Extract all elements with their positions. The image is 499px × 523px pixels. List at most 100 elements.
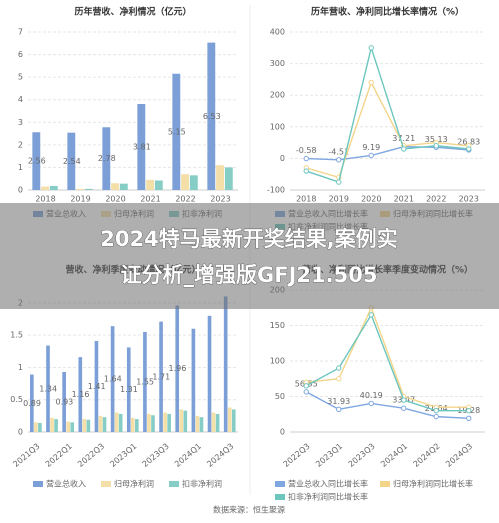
y-tick-label: 300: [270, 59, 285, 68]
legend-label: 归母净利润: [114, 479, 154, 489]
marker: [336, 179, 342, 185]
bar: [41, 186, 49, 190]
bar: [66, 421, 70, 432]
x-tick-label: 2023: [210, 195, 230, 204]
bar: [119, 183, 128, 190]
bar: [54, 419, 58, 432]
bar: [78, 357, 83, 432]
marker: [336, 376, 342, 382]
marker: [433, 143, 439, 149]
data-label: 6.53: [203, 112, 221, 121]
bar: [151, 415, 155, 432]
marker: [368, 312, 374, 318]
y-tick-label: 4: [18, 95, 23, 104]
bar: [84, 188, 93, 190]
bar: [102, 127, 111, 190]
y-tick-label: 3: [18, 118, 23, 127]
data-label: 1.96: [169, 364, 187, 373]
banner-line-1: 2024特马最新开奖结果,案例实: [100, 227, 397, 251]
bar: [135, 419, 139, 432]
legend-swatch: [169, 481, 179, 487]
bar: [137, 104, 146, 190]
y-tick-label: 150: [270, 321, 285, 330]
x-tick-label: 2021: [394, 195, 414, 204]
bar: [175, 305, 180, 432]
marker: [336, 365, 342, 371]
line: [306, 305, 469, 408]
data-label: 1.71: [152, 372, 170, 381]
legend-swatch: [380, 481, 390, 487]
marker: [401, 397, 407, 403]
bar: [82, 419, 87, 432]
legend-label: 营业总收入: [46, 479, 86, 489]
bar: [110, 326, 115, 432]
data-label: 2.78: [98, 154, 116, 163]
data-label: 35.13: [425, 135, 448, 144]
data-label: -0.58: [296, 146, 317, 155]
bar: [62, 371, 66, 432]
bar: [172, 73, 181, 190]
legend-label: 扣非净利润同比增长率: [288, 492, 368, 502]
marker: [368, 400, 374, 407]
bar: [147, 413, 151, 432]
marker: [433, 408, 439, 414]
y-tick-label: 1.5: [10, 331, 23, 340]
bar: [126, 347, 131, 432]
bar: [130, 417, 135, 432]
y-tick-label: 0: [18, 186, 23, 195]
bar: [167, 413, 171, 432]
marker: [336, 406, 342, 413]
x-tick-label: 2019: [70, 195, 90, 204]
y-tick-label: 400: [270, 28, 285, 37]
bar: [211, 412, 216, 432]
bar: [183, 410, 188, 432]
marker: [303, 383, 309, 389]
marker: [401, 405, 407, 411]
bar: [98, 415, 103, 432]
data-label: 0.89: [23, 399, 41, 408]
data-label: 1.41: [88, 382, 106, 391]
bar: [224, 167, 233, 190]
source: 数据来源：恒生聚源: [213, 505, 285, 515]
bar: [111, 183, 119, 190]
marker: [303, 389, 309, 395]
bar: [38, 422, 42, 432]
x-tick-label: 2018: [296, 195, 316, 204]
line: [306, 80, 469, 179]
marker: [401, 146, 407, 152]
x-tick-label: 2022: [426, 195, 446, 204]
marker: [336, 157, 342, 163]
legend-swatch: [33, 481, 43, 487]
data-label: 0.93: [55, 397, 73, 406]
line: [306, 145, 469, 161]
bar: [114, 412, 119, 432]
x-tick-label: 2023: [459, 195, 479, 204]
y-tick-label: 100: [270, 122, 285, 131]
data-label: 1.55: [136, 377, 154, 386]
y-tick-label: 50: [275, 392, 285, 401]
legend-swatch: [275, 481, 285, 487]
marker: [466, 408, 472, 414]
legend-label: 扣非净利润: [182, 479, 222, 489]
bar: [189, 175, 198, 190]
bar: [215, 413, 220, 432]
x-tick-label: 2018: [35, 195, 55, 204]
legend-label: 归母净利润同比增长率: [393, 479, 473, 489]
x-tick-label: 2020: [361, 195, 381, 204]
data-label: 3.81: [133, 143, 151, 152]
bar: [191, 328, 196, 432]
bar: [67, 132, 76, 190]
line: [306, 45, 469, 184]
y-tick-label: 6: [18, 50, 23, 59]
bar: [76, 188, 84, 190]
marker: [368, 45, 374, 51]
bar: [207, 42, 216, 191]
legend-label: 营业总收入同比增长率: [288, 479, 368, 489]
chart-title: 历年营收、净利同比增长率情况（%）: [311, 6, 464, 18]
bar: [102, 417, 107, 432]
banner-line-2: 证分析_增强版GFJ21.505: [121, 263, 378, 287]
bar: [231, 409, 236, 432]
y-tick-label: 100: [270, 357, 285, 366]
bar: [30, 374, 34, 432]
